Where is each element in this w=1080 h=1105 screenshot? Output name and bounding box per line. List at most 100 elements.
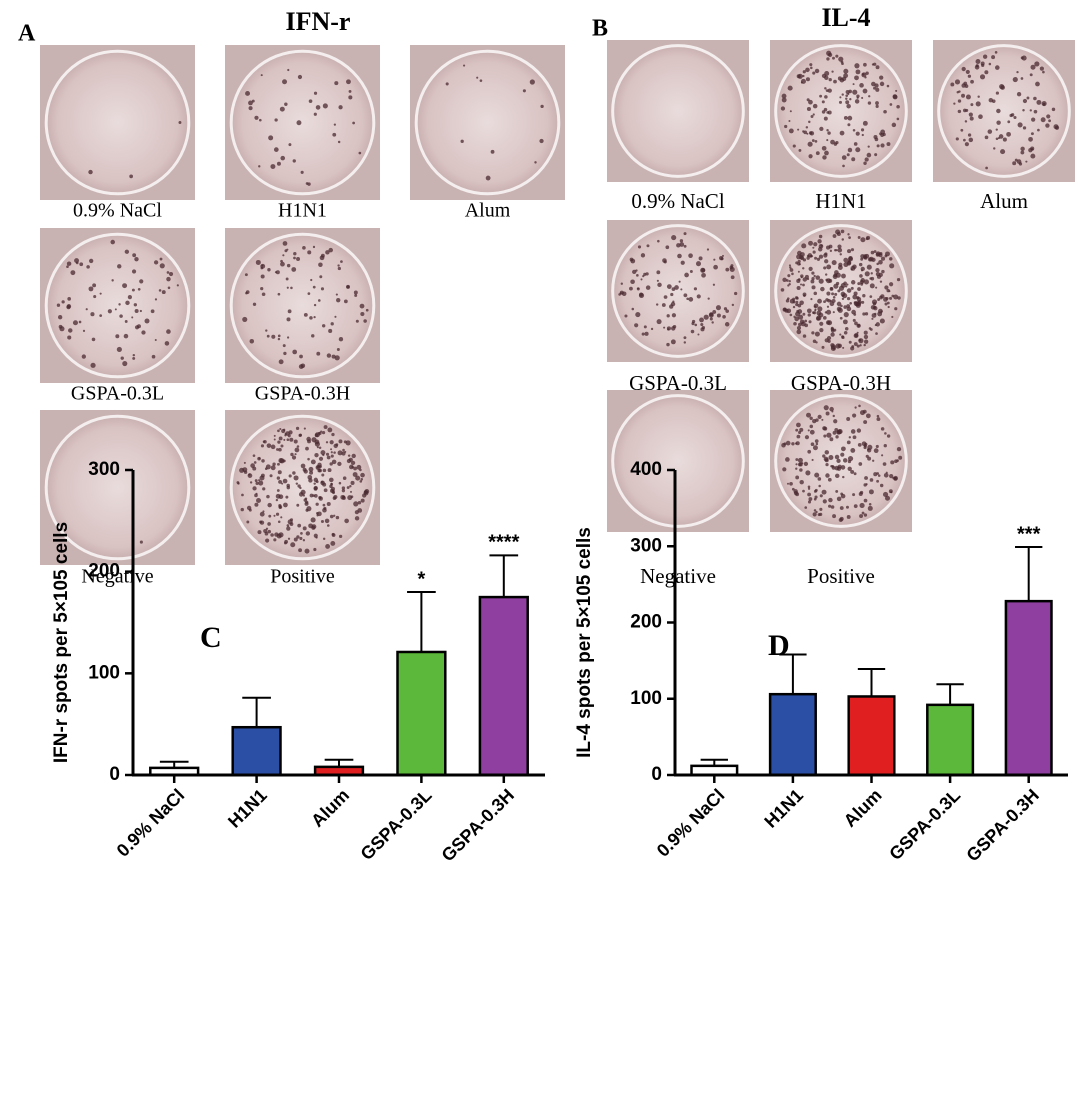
spot — [337, 266, 341, 271]
spot — [839, 333, 842, 336]
spot — [360, 498, 365, 503]
spot — [795, 441, 800, 446]
spot — [786, 482, 790, 485]
spot — [838, 285, 845, 291]
spot — [683, 232, 687, 236]
spot — [267, 502, 272, 508]
spot — [850, 429, 856, 434]
spot — [276, 161, 281, 166]
spot — [359, 303, 365, 309]
spot — [965, 108, 969, 112]
spot — [864, 312, 869, 316]
spot — [853, 301, 859, 306]
spot — [866, 235, 871, 240]
spot — [802, 74, 805, 78]
spot — [332, 491, 335, 495]
spot — [1042, 70, 1045, 74]
spot — [857, 300, 862, 304]
x-tick-label: GSPA-0.3L — [885, 785, 964, 864]
spot — [812, 103, 818, 109]
spot — [977, 95, 980, 98]
spot — [320, 287, 325, 291]
spot — [961, 93, 966, 98]
spot — [811, 276, 815, 281]
spot — [320, 450, 326, 456]
spot — [621, 291, 627, 296]
spot — [693, 287, 698, 291]
spot — [1045, 123, 1050, 128]
spot — [817, 298, 822, 304]
spot — [853, 313, 857, 316]
spot — [895, 89, 898, 92]
spot — [139, 279, 144, 284]
spot — [862, 120, 868, 126]
spot — [680, 288, 683, 291]
spot — [274, 118, 278, 122]
spot — [965, 69, 970, 75]
spot — [792, 300, 796, 304]
spot — [861, 96, 864, 99]
spot — [872, 302, 877, 306]
spot — [815, 151, 820, 156]
spot — [879, 280, 883, 283]
spot — [620, 282, 623, 285]
spot — [318, 262, 323, 268]
spot — [879, 75, 884, 80]
spot — [1026, 96, 1030, 100]
spot — [637, 287, 640, 290]
spot — [804, 319, 808, 323]
spot — [663, 326, 666, 329]
spot — [835, 54, 839, 58]
well-label: H1N1 — [278, 200, 327, 222]
spot — [827, 88, 832, 93]
spot — [275, 493, 281, 499]
spot — [884, 432, 887, 435]
spot — [279, 106, 285, 112]
spot — [1020, 77, 1024, 80]
spot — [863, 334, 869, 340]
spot — [993, 147, 996, 150]
spot — [330, 448, 333, 451]
spot — [330, 541, 336, 546]
spot — [896, 104, 900, 109]
spot — [864, 339, 869, 344]
spot — [132, 253, 137, 258]
spot — [869, 328, 873, 331]
spot — [860, 269, 864, 272]
spot — [270, 465, 276, 471]
spot — [854, 75, 859, 81]
spot — [333, 123, 336, 126]
spot — [791, 442, 795, 446]
well — [44, 414, 191, 561]
spot — [784, 308, 789, 313]
bar — [847, 695, 896, 777]
spot — [67, 297, 71, 301]
spot — [309, 316, 313, 320]
spot — [334, 355, 340, 361]
spot — [850, 286, 854, 290]
spot — [321, 431, 326, 435]
spot — [1030, 64, 1036, 70]
spot — [302, 246, 306, 250]
spot — [982, 54, 988, 59]
spot — [119, 314, 123, 318]
spot — [875, 101, 879, 105]
spot — [313, 482, 316, 485]
spot — [124, 320, 128, 323]
spot — [158, 289, 162, 292]
y-tick-label: 100 — [88, 662, 120, 683]
spot — [273, 147, 279, 152]
spot — [817, 239, 822, 244]
spot — [287, 537, 291, 540]
spot — [630, 258, 636, 264]
spot — [252, 486, 257, 491]
spot — [970, 103, 974, 107]
spot — [872, 459, 875, 462]
spot — [310, 278, 313, 282]
spot — [842, 346, 845, 349]
spot — [840, 304, 843, 308]
spot — [267, 529, 272, 534]
spot — [679, 239, 684, 243]
spot — [869, 478, 874, 482]
spot — [845, 94, 849, 98]
